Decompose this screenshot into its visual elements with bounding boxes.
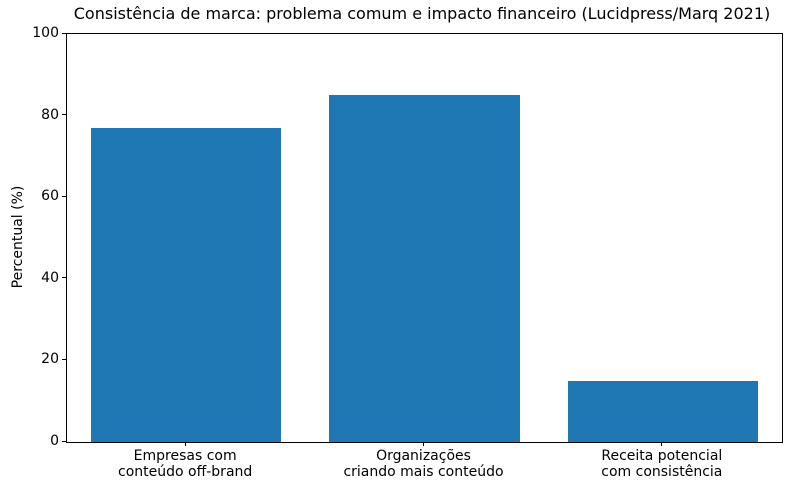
bar — [90, 127, 282, 442]
y-tick-mark — [62, 32, 66, 34]
y-tick-label: 0 — [50, 433, 59, 449]
y-tick-label: 20 — [41, 351, 59, 368]
x-tick-mark — [184, 442, 186, 446]
y-tick-label: 80 — [41, 106, 59, 123]
bar — [567, 380, 759, 442]
plot-area — [66, 33, 783, 443]
bar — [329, 95, 520, 442]
chart-title: Consistência de marca: problema comum e … — [73, 4, 771, 23]
y-tick-mark — [62, 277, 66, 279]
y-tick-label: 40 — [41, 269, 59, 286]
x-tick-label: Organizações criando mais conteúdo — [343, 448, 504, 480]
y-tick-mark — [62, 114, 66, 116]
x-tick-label: Receita potencial com consistência — [601, 448, 723, 480]
y-tick-mark — [62, 358, 66, 360]
y-tick-mark — [62, 195, 66, 197]
y-tick-mark — [62, 440, 66, 442]
x-tick-label: Empresas com conteúdo off-brand — [118, 448, 253, 480]
y-tick-label: 60 — [41, 188, 59, 205]
x-tick-mark — [661, 442, 663, 446]
y-tick-label: 100 — [32, 25, 59, 41]
x-tick-mark — [423, 442, 424, 446]
